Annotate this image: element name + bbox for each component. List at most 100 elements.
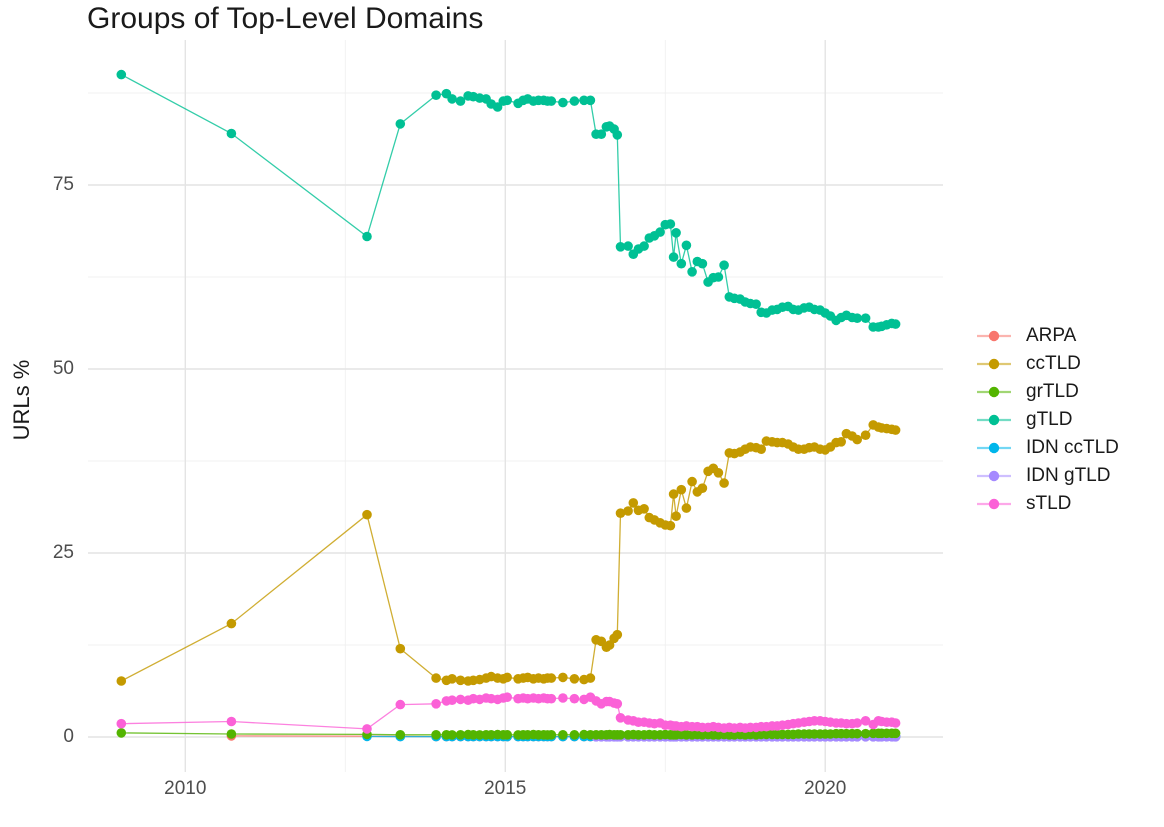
data-point-stld [455, 694, 466, 705]
data-point-gtld [719, 260, 729, 271]
series-points-cctld [116, 420, 901, 686]
y-tick-label: 50 [52, 357, 74, 379]
data-point-gtld [751, 299, 761, 310]
data-point-cctld [585, 673, 596, 683]
series-points-stld [116, 692, 901, 734]
data-point-gtld [676, 258, 687, 269]
legend-label: ARPA [1026, 325, 1077, 346]
legend: ARPA ccTLD grTLD gTLD IDN ccTLD IDN gTLD sTLD [976, 322, 1119, 518]
data-point-gtld [502, 95, 512, 106]
data-point-cctld [713, 468, 724, 478]
legend-dot-icon [988, 386, 1000, 398]
data-point-cctld [687, 476, 697, 487]
data-point-stld [395, 699, 406, 710]
y-tick-label: 25 [52, 541, 74, 563]
legend-dot-icon [988, 442, 1000, 454]
data-point-stld [852, 718, 862, 728]
data-point-grtld [852, 728, 862, 739]
series-line-gtld [120, 74, 896, 328]
data-point-stld [362, 724, 372, 734]
data-point-stld [569, 693, 580, 704]
legend-dot-icon [988, 470, 1000, 482]
data-point-cctld [890, 425, 901, 435]
series-points-gtld [116, 69, 901, 332]
data-point-grtld [447, 730, 457, 740]
data-point-gtld [665, 219, 676, 229]
data-point-cctld [362, 509, 372, 520]
legend-key-icon [977, 470, 1011, 482]
data-point-cctld [455, 675, 466, 686]
data-point-cctld [612, 629, 623, 640]
data-point-cctld [671, 511, 681, 521]
data-point-gtld [852, 313, 862, 324]
data-point-grtld [860, 728, 871, 739]
data-point-grtld [558, 730, 568, 740]
x-tick-label: 2015 [484, 778, 527, 799]
data-point-gtld [447, 94, 457, 104]
data-point-grtld [455, 730, 466, 740]
data-point-gtld [116, 69, 127, 80]
chart-title: Groups of Top-Level Domains [87, 2, 484, 35]
legend-dot-icon [988, 414, 1000, 426]
data-point-gtld [623, 241, 633, 251]
data-point-grtld [546, 730, 557, 740]
data-point-cctld [697, 483, 708, 494]
data-point-stld [860, 716, 871, 726]
y-tick-label: 0 [63, 725, 74, 747]
legend-label: IDN gTLD [1026, 465, 1111, 486]
legend-item-idn-cctld: IDN ccTLD [976, 434, 1119, 462]
data-point-cctld [116, 676, 127, 686]
legend-item-arpa: ARPA [976, 322, 1119, 350]
data-point-cctld [395, 643, 406, 654]
legend-dot-icon [988, 498, 1000, 510]
legend-key-icon [977, 498, 1011, 510]
legend-key-icon [977, 358, 1011, 370]
data-point-stld [558, 693, 568, 703]
data-point-gtld [546, 96, 557, 106]
data-point-gtld [681, 240, 692, 251]
data-point-grtld [615, 730, 626, 740]
legend-item-stld: sTLD [976, 490, 1119, 518]
legend-label: grTLD [1026, 381, 1079, 402]
data-point-cctld [719, 478, 729, 488]
data-point-gtld [639, 241, 649, 251]
legend-item-cctld: ccTLD [976, 350, 1119, 378]
data-point-cctld [681, 503, 692, 513]
data-point-grtld [890, 728, 901, 739]
data-point-stld [615, 713, 626, 723]
data-point-stld [431, 699, 441, 709]
data-point-gtld [558, 97, 568, 108]
data-point-cctld [226, 618, 237, 629]
data-point-stld [890, 718, 901, 728]
data-point-gtld [697, 258, 708, 269]
data-point-cctld [756, 444, 766, 455]
legend-key-icon [977, 414, 1011, 426]
data-point-cctld [447, 674, 457, 684]
legend-item-gtld: gTLD [976, 406, 1119, 434]
legend-dot-icon [988, 330, 1000, 342]
data-point-cctld [628, 498, 639, 508]
data-point-gtld [569, 96, 580, 106]
data-point-cctld [665, 520, 676, 531]
legend-label: sTLD [1026, 493, 1072, 514]
data-point-gtld [585, 95, 596, 106]
x-tick-label: 2020 [804, 778, 847, 799]
legend-label: IDN ccTLD [1026, 437, 1119, 458]
data-point-gtld [687, 267, 697, 277]
data-point-grtld [431, 730, 441, 740]
data-point-cctld [668, 489, 679, 499]
data-point-cctld [569, 674, 580, 684]
legend-dot-icon [988, 358, 1000, 370]
data-point-cctld [558, 672, 568, 683]
data-point-gtld [615, 242, 626, 252]
data-point-grtld [116, 728, 127, 738]
data-point-stld [612, 699, 623, 709]
series-points-grtld [116, 728, 901, 740]
data-point-cctld [546, 673, 557, 683]
data-point-grtld [226, 729, 237, 739]
data-point-gtld [431, 90, 441, 100]
data-point-cctld [676, 484, 687, 495]
data-point-gtld [860, 313, 871, 324]
y-tick-label: 75 [52, 173, 74, 195]
